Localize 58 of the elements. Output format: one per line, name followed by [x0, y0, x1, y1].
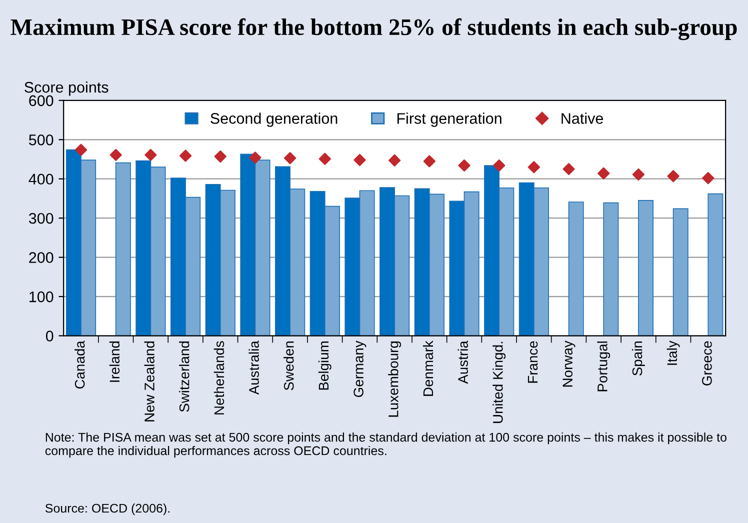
point: [562, 162, 575, 176]
x-tick-label: Ireland: [109, 342, 120, 382]
legend-label: First generation: [397, 112, 502, 127]
x-tick-label: New Zealand: [144, 342, 154, 422]
x-tick-label: Belgium: [318, 342, 332, 390]
point: [667, 170, 680, 182]
point: [144, 148, 157, 162]
chart-title: Maximum PISA score for the bottom 25% of students in each sub-group: [10, 18, 737, 40]
y-tick-label: 500: [28, 134, 54, 146]
x-tick-label: Sweden: [284, 342, 294, 390]
x-tick-label: Switzerland: [179, 342, 190, 412]
point: [110, 148, 122, 162]
point: [632, 168, 645, 181]
x-tick-label: Canada: [74, 340, 85, 389]
point: [493, 159, 506, 172]
legend-label: Second generation: [210, 112, 338, 127]
point: [214, 150, 226, 163]
text: Note: The PISA mean was set at 500 score points and the standard deviation at 100 score points – this makes it possible to compare the individual performances across OECD countries.: [45, 432, 726, 458]
point: [284, 152, 296, 164]
point: [74, 144, 88, 156]
point: [354, 154, 366, 166]
bar: [638, 200, 654, 336]
x-tick-label: Greece: [702, 341, 712, 386]
y-tick-label: 0: [46, 330, 54, 342]
point: [423, 155, 436, 168]
bar: [708, 193, 724, 336]
point: [702, 172, 714, 184]
point: [388, 154, 401, 167]
bar: [672, 208, 688, 336]
x-tick-label: Germany: [354, 340, 366, 398]
y-tick-label: 300: [28, 212, 54, 224]
bar: [603, 202, 619, 336]
y-axis-title: Score points: [24, 81, 108, 96]
y-tick-label: 400: [28, 174, 54, 185]
y-tick-label: 100: [30, 291, 54, 302]
point: [318, 152, 331, 165]
x-tick-label: Portugal: [597, 342, 610, 392]
point: [179, 150, 192, 162]
x-tick-label: Australia: [248, 340, 259, 395]
x-tick-label: United Kingd.: [492, 342, 506, 423]
x-tick-label: Italy: [666, 340, 680, 365]
source-note: Source: OECD (2006).: [45, 504, 170, 516]
y-tick-label: 600: [29, 95, 54, 106]
y-tick-label: 200: [29, 252, 54, 263]
x-tick-label: Norway: [562, 340, 576, 387]
point: [249, 152, 262, 164]
bar: [568, 202, 584, 336]
x-tick-label: Netherlands: [214, 341, 224, 414]
point: [458, 159, 470, 172]
bar: [115, 162, 131, 336]
x-tick-label: Denmark: [422, 340, 434, 396]
legend-label: Native: [562, 112, 604, 124]
point: [528, 161, 540, 174]
x-tick-label: France: [528, 341, 538, 383]
x-tick-label: Spain: [632, 342, 645, 376]
point: [598, 167, 610, 180]
x-tick-label: Austria: [458, 340, 468, 384]
x-tick-label: Luxembourg: [388, 342, 402, 417]
